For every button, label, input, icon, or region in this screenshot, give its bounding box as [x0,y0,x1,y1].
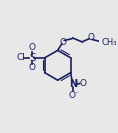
Text: O: O [69,91,76,100]
Text: ⁻: ⁻ [74,89,78,98]
Text: O: O [59,38,66,47]
Text: S: S [29,53,36,63]
Text: CH₃: CH₃ [102,38,117,47]
Text: +: + [74,79,79,84]
Text: O: O [29,43,36,52]
Text: O: O [87,33,94,42]
Text: O: O [29,63,36,72]
Text: Cl: Cl [16,53,25,62]
Text: O: O [80,79,86,88]
Text: N: N [69,79,77,89]
